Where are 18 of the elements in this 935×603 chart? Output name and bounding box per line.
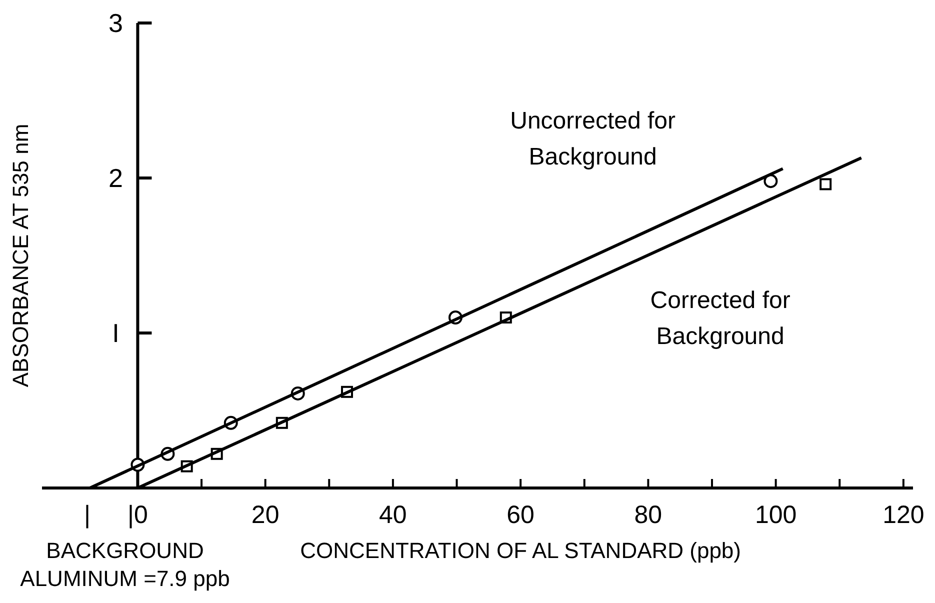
x-tick-label: 120	[882, 501, 924, 529]
y-tick-label: I	[112, 318, 120, 348]
series-label: Uncorrected for Background	[510, 108, 676, 171]
x-tick-label: 20	[251, 501, 280, 529]
x-tick-label: 100	[754, 501, 797, 529]
point	[764, 174, 778, 188]
y-axis-title: ABSORBANCE AT 535 nm	[8, 124, 33, 388]
point	[820, 178, 832, 190]
y-tick-label: 3	[108, 8, 123, 38]
x-tick-label: 60	[506, 501, 534, 529]
x-tick-label: |0	[128, 501, 148, 529]
series-label: Corrected for Background	[650, 286, 790, 350]
x-tick-label: |	[84, 501, 91, 529]
y-tick-label: 2	[108, 163, 123, 193]
x-tick-label: 40	[379, 501, 407, 529]
x-axis-title: CONCENTRATION OF AL STANDARD (ppb)	[300, 538, 742, 563]
x-tick-label: 80	[634, 501, 662, 529]
text: BACKGROUND ALUMINUM =7.9 ppb	[20, 538, 230, 591]
